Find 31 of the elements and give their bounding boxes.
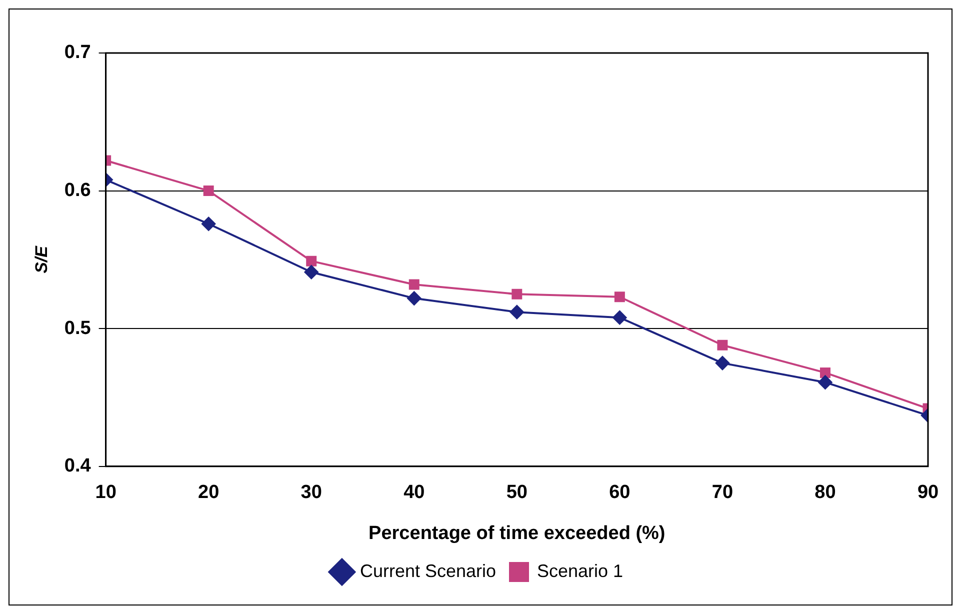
- y-tick-label: 0.7: [64, 42, 91, 64]
- point: [820, 367, 830, 378]
- x-tick-label: 60: [609, 482, 630, 504]
- point: [202, 216, 216, 231]
- point: [306, 256, 317, 266]
- point: [715, 356, 730, 370]
- x-tick-label: 30: [300, 482, 322, 504]
- x-tick-label: 10: [95, 482, 116, 504]
- point: [407, 291, 422, 306]
- point: [510, 305, 524, 320]
- point: [203, 186, 214, 196]
- point: [612, 310, 627, 325]
- x-tick-label: 80: [814, 482, 836, 504]
- y-tick-label: 0.5: [64, 318, 92, 339]
- point: [818, 375, 832, 390]
- x-tick-label: 50: [506, 482, 528, 504]
- point: [304, 265, 318, 280]
- x-tick-label: 90: [917, 482, 939, 504]
- x-tick-label: 20: [198, 482, 220, 504]
- x-tick-label: 40: [404, 482, 425, 504]
- x-axis-title: Percentage of time exceeded (%): [368, 522, 666, 544]
- point: [408, 279, 420, 290]
- y-axis-title: S/E: [32, 245, 51, 274]
- y-tick-label: 0.6: [64, 180, 91, 202]
- legend-label: Scenario 1: [537, 560, 624, 581]
- point: [512, 288, 522, 300]
- x-tick-label: 70: [712, 482, 734, 504]
- y-tick-label: 0.4: [64, 456, 92, 477]
- point: [717, 340, 728, 350]
- point: [614, 292, 625, 302]
- legend-label: Current Scenario: [360, 560, 496, 581]
